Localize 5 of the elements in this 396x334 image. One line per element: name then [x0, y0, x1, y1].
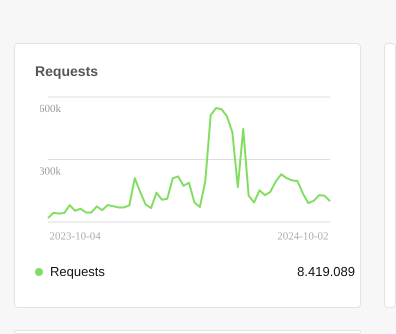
x-tick-label: 2023-10-04: [49, 230, 102, 242]
chart-title: Requests: [35, 63, 98, 79]
legend-label: Requests: [50, 264, 105, 279]
text: 8.419.089: [297, 264, 355, 279]
x-tick-label: 2024-10-02: [277, 230, 329, 242]
